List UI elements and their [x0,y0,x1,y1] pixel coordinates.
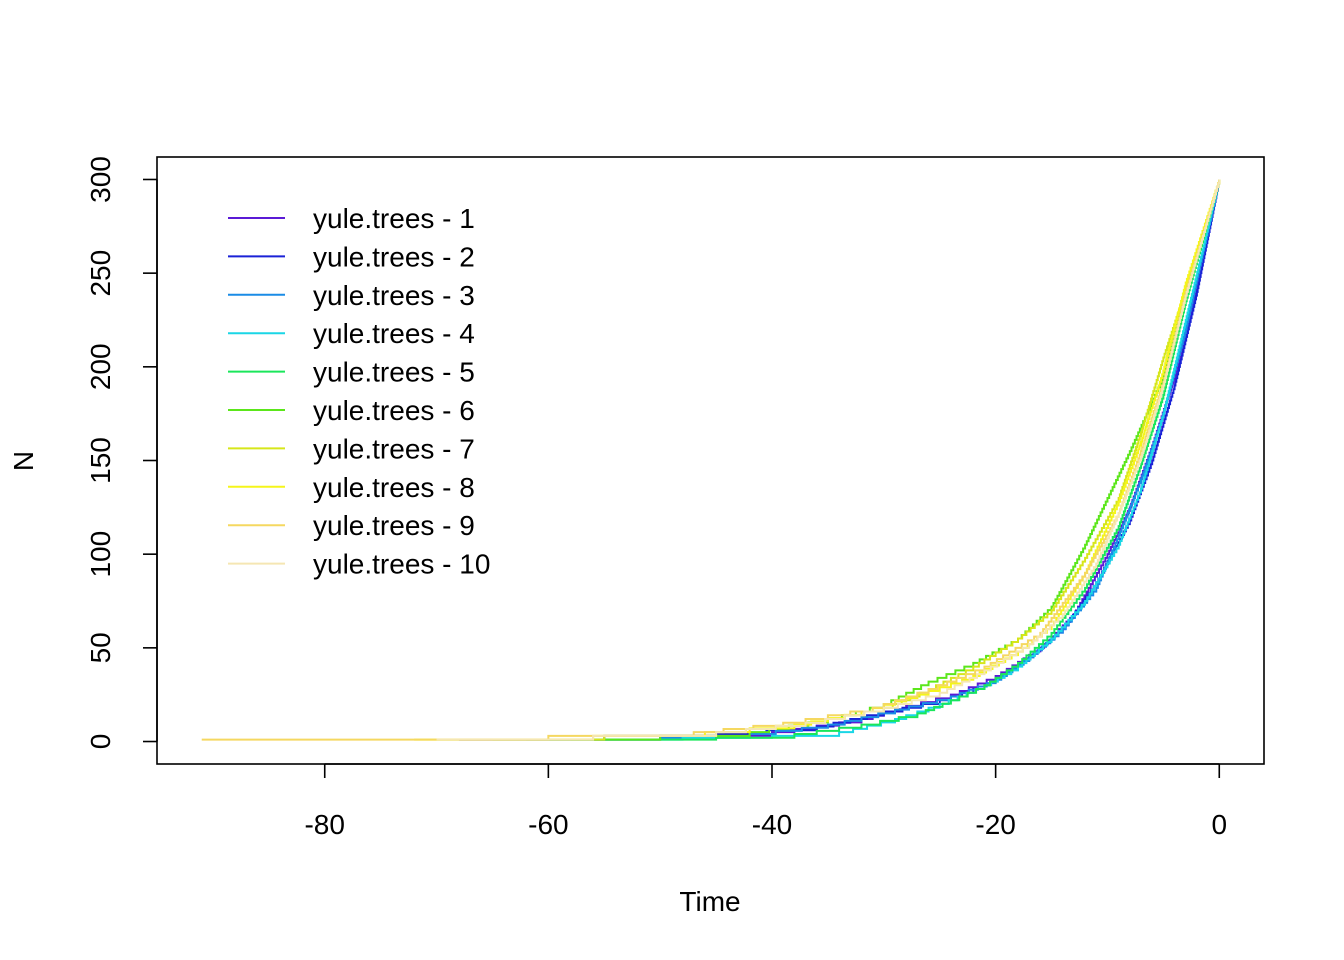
y-tick-label: 150 [85,437,116,484]
y-axis-label: N [8,451,39,471]
legend-label-5: yule.trees - 5 [313,357,475,388]
legend-label-1: yule.trees - 1 [313,203,475,234]
series-line-8 [414,179,1221,741]
legend-label-2: yule.trees - 2 [313,241,475,272]
x-tick-label: -80 [304,809,344,840]
y-tick-label: 200 [85,343,116,390]
legend-label-10: yule.trees - 10 [313,549,490,580]
y-tick-label: 0 [85,734,116,750]
series-line-1 [458,179,1221,741]
y-tick-label: 300 [85,156,116,203]
legend-label-3: yule.trees - 3 [313,280,475,311]
x-tick-label: -40 [752,809,792,840]
legend-label-4: yule.trees - 4 [313,318,475,349]
series-line-2 [458,179,1221,741]
legend-label-7: yule.trees - 7 [313,433,475,464]
x-axis-label: Time [679,886,740,917]
x-tick-label: 0 [1211,809,1227,840]
y-tick-label: 50 [85,632,116,663]
series-line-3 [526,179,1221,741]
series-line-7 [436,179,1221,741]
x-tick-label: -60 [528,809,568,840]
series-line-5 [570,179,1221,741]
series-layer [201,179,1221,741]
x-tick-label: -20 [975,809,1015,840]
legend-label-8: yule.trees - 8 [313,472,475,503]
x-axis: -80 -60 -40 -20 0 [304,763,1227,840]
legend: yule.trees - 1 yule.trees - 2 yule.trees -… [228,203,490,580]
legend-label-9: yule.trees - 9 [313,510,475,541]
y-tick-label: 250 [85,250,116,297]
y-tick-label: 100 [85,531,116,578]
legend-label-6: yule.trees - 6 [313,395,475,426]
series-line-10 [436,179,1221,741]
series-line-6 [492,179,1221,741]
y-axis: 0 50 100 150 200 250 300 [85,156,158,750]
series-line-4 [548,179,1221,741]
